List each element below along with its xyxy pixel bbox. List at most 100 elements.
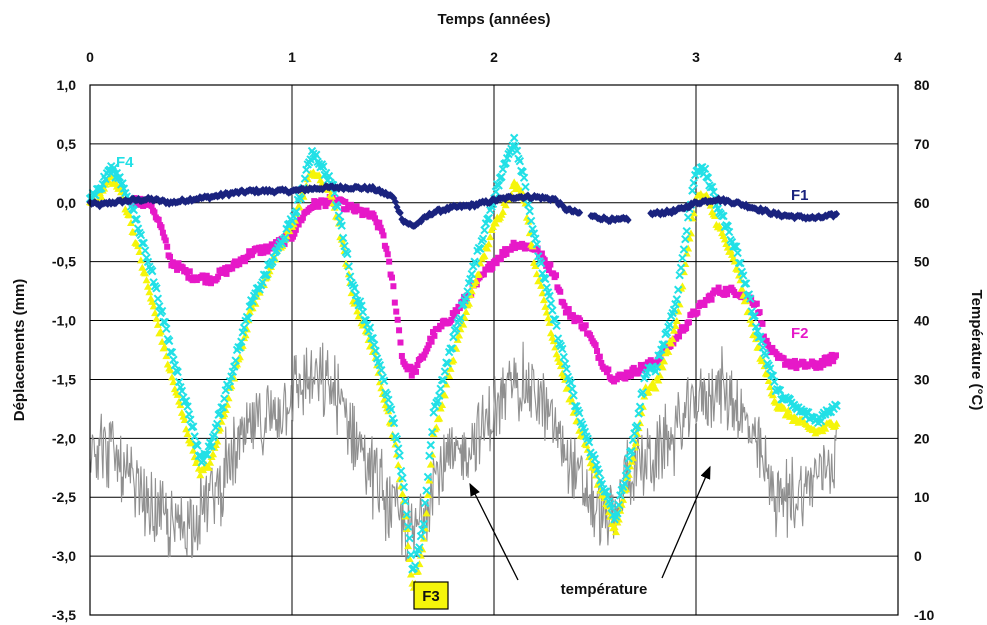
f4-point (633, 421, 642, 431)
y-tick-label: -0,5 (52, 254, 76, 270)
y2-tick-label: 70 (914, 136, 930, 152)
f4-point (546, 299, 556, 308)
f3-point (414, 567, 423, 575)
y-tick-label: 0,0 (57, 195, 77, 211)
f4-point (703, 173, 713, 183)
f4-point (675, 271, 684, 280)
f4-point (358, 307, 368, 317)
y2-tick-label: 50 (914, 254, 930, 270)
series-label-f3-box (413, 581, 449, 610)
series-label-f1: F1 (791, 187, 809, 204)
f3-point (453, 335, 462, 343)
f4-point (665, 320, 674, 329)
ticks: 0 1 2 3 4 1,0 0,5 0,0 -0,5 -1,0 -1,5 -2,0 -2,5 -3,0 -3… (52, 49, 935, 623)
f3-point (446, 364, 455, 372)
f4-point (746, 294, 755, 303)
f2-point (377, 224, 384, 231)
f2-point (791, 357, 798, 364)
f4-point (258, 278, 267, 287)
f3-point (384, 407, 393, 415)
f3-point (552, 350, 561, 358)
f2-point (380, 232, 387, 239)
f3-point (141, 269, 150, 277)
f4-point (132, 214, 141, 224)
f2-point (353, 203, 360, 210)
f4-point (248, 297, 257, 306)
f2-point (413, 368, 420, 375)
f2-point (503, 250, 510, 257)
f4-point (620, 479, 629, 488)
f3-point (669, 326, 678, 334)
f3-point (546, 329, 555, 337)
f3-point (149, 302, 158, 310)
f3-point (422, 509, 431, 517)
f2-point (408, 372, 415, 379)
f4-point (509, 133, 519, 143)
f3-point (658, 363, 667, 371)
f4-point (613, 509, 622, 518)
f4-point (403, 522, 413, 531)
f4-point (319, 162, 328, 171)
f2-point (420, 354, 427, 361)
f2-point (685, 319, 692, 326)
series-label-f4: F4 (116, 154, 134, 171)
f4-point (723, 222, 732, 231)
f3-point (151, 309, 160, 317)
f3-point (644, 388, 653, 396)
f3-point (531, 261, 540, 269)
f4-point (447, 344, 457, 353)
f3-point (295, 202, 304, 210)
f2-point (565, 306, 572, 313)
f4-point (368, 334, 378, 343)
f3-point (158, 337, 167, 345)
f4-point (109, 163, 119, 173)
f4-point (370, 340, 379, 350)
f4-point (659, 340, 669, 349)
f4-point (765, 364, 775, 373)
f4-point (682, 226, 691, 236)
f4-point (515, 156, 525, 166)
f4-point (419, 519, 428, 529)
f4-point (456, 313, 465, 323)
f2-point (161, 234, 168, 241)
f4-point (167, 348, 177, 357)
f3-point (488, 223, 497, 231)
f2-point (425, 342, 432, 349)
f4-point (392, 434, 402, 444)
f4-point (678, 253, 687, 263)
f2-point (285, 232, 292, 239)
f4-point (552, 321, 561, 331)
f2-point (229, 265, 236, 272)
f2-point (486, 261, 493, 268)
f4-point (545, 291, 554, 301)
f2-point (246, 248, 253, 255)
f3-point (651, 384, 660, 392)
f2-point (769, 344, 776, 351)
f4-point (280, 233, 290, 242)
f4-point (152, 284, 161, 293)
y2-tick-label: 30 (914, 371, 930, 387)
f4-point (476, 244, 485, 254)
f4-point (753, 326, 762, 336)
f4-point (160, 317, 170, 327)
f3-point (462, 307, 471, 315)
f2-point (407, 363, 414, 370)
series-label-f3: F3 (422, 588, 440, 605)
f3-point (406, 570, 415, 578)
f4-point (741, 279, 751, 288)
f4-point (452, 324, 461, 333)
f3-point (209, 450, 218, 458)
f2-point (451, 312, 458, 319)
f4-point (377, 365, 386, 375)
f3-point (655, 371, 664, 379)
f3-point (169, 378, 178, 386)
f4-point (398, 473, 407, 483)
f2-point (724, 291, 731, 298)
f2-point (342, 198, 349, 205)
f4-point (155, 302, 164, 311)
f4-point (157, 306, 167, 316)
f4-point (757, 337, 766, 346)
f4-point (136, 230, 146, 240)
f3-point (315, 171, 324, 179)
f3-point (426, 460, 435, 468)
